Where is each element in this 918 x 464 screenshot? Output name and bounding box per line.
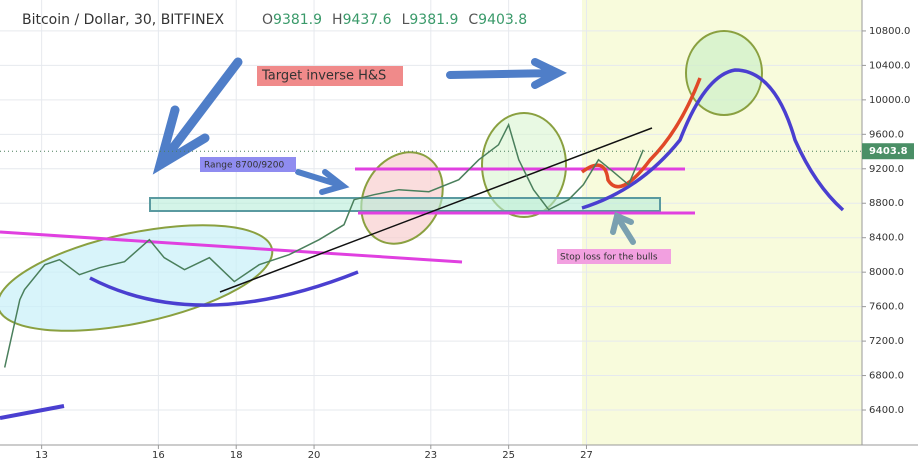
ohlc-key: L xyxy=(402,12,410,28)
blue-segment xyxy=(0,404,65,420)
chart-title: Bitcoin / Dollar, 30, BITFINEX xyxy=(22,12,224,28)
ohlc-value: 9437.6 xyxy=(343,12,392,28)
drawings xyxy=(0,30,845,420)
ohlc-value: 9403.8 xyxy=(478,12,527,28)
y-tick-label: 7600.0 xyxy=(869,302,904,313)
last-price-label: 9403.8 xyxy=(869,146,908,157)
y-tick-label: 9200.0 xyxy=(869,164,904,175)
y-tick-label: 10400.0 xyxy=(869,60,910,71)
x-tick-label: 16 xyxy=(152,450,165,461)
cup-curve xyxy=(89,270,359,307)
down-arrow xyxy=(152,57,243,175)
projection-curve xyxy=(581,68,845,212)
ohlc-key: C xyxy=(468,12,478,28)
resistance-line xyxy=(0,230,463,264)
y-tick-label: 7200.0 xyxy=(869,336,904,347)
ohlc-value: 9381.9 xyxy=(409,12,458,28)
x-tick-label: 13 xyxy=(35,450,48,461)
price-line xyxy=(3,122,644,368)
x-tick-label: 18 xyxy=(230,450,243,461)
range-label: Range 8700/9200 xyxy=(204,161,285,171)
y-tick-label: 8000.0 xyxy=(869,267,904,278)
y-tick-label: 6400.0 xyxy=(869,405,904,416)
x-tick-label: 27 xyxy=(580,450,593,461)
range-box xyxy=(149,197,661,212)
y-tick-label: 10800.0 xyxy=(869,26,910,37)
range-label-box xyxy=(200,157,296,172)
y-tick-label: 6800.0 xyxy=(869,371,904,382)
x-tick-label: 23 xyxy=(424,450,437,461)
stop-arrow xyxy=(610,211,636,245)
y-tick-label: 9600.0 xyxy=(869,129,904,140)
target-label: Target inverse H&S xyxy=(261,69,386,84)
ohlc: O9381.9 H9437.6 L9381.9 C9403.8 xyxy=(262,12,527,28)
ohlc-key: O xyxy=(262,12,273,28)
y-tick-label: 8800.0 xyxy=(869,198,904,209)
y-tick-label: 8400.0 xyxy=(869,233,904,244)
y-tick-label: 10000.0 xyxy=(869,95,910,106)
stop-label-box xyxy=(557,249,671,264)
x-tick-label: 25 xyxy=(502,450,515,461)
stop-label: Stop loss for the bulls xyxy=(560,253,658,263)
ohlc-key: H xyxy=(332,12,343,28)
x-tick-label: 20 xyxy=(308,450,321,461)
last-price-box xyxy=(862,143,914,160)
right-shoulder-ellipse xyxy=(481,112,567,218)
neckline xyxy=(219,127,653,293)
target-box xyxy=(257,66,403,86)
range-arrow xyxy=(295,169,350,195)
right-arrow xyxy=(446,58,567,89)
ohlc-value: 9381.9 xyxy=(273,12,322,28)
